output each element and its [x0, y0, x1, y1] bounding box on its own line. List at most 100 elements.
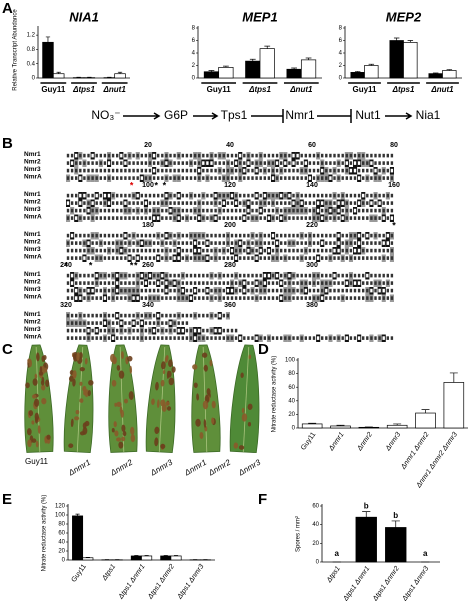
residue — [230, 216, 234, 220]
lesion — [40, 379, 45, 386]
residue — [280, 161, 283, 165]
residue — [152, 201, 156, 205]
x-tick-label: Δtps1 Δnmr1 — [342, 565, 372, 601]
residue — [193, 296, 197, 300]
residue — [140, 176, 143, 180]
residue — [243, 193, 246, 198]
residue — [214, 241, 217, 245]
lesion — [154, 426, 160, 435]
bar — [385, 527, 407, 563]
residue — [161, 153, 164, 158]
residue — [136, 193, 139, 198]
residue — [189, 281, 193, 285]
residue — [312, 241, 316, 245]
residue — [390, 256, 394, 260]
pathway-node: NO₃⁻ — [91, 108, 120, 122]
residue — [374, 336, 377, 340]
residue — [144, 273, 148, 278]
residue — [353, 248, 357, 253]
residue — [292, 168, 295, 173]
residue — [144, 161, 148, 165]
residue — [148, 233, 152, 238]
residue — [198, 168, 201, 173]
residue — [292, 281, 295, 285]
residue — [239, 336, 242, 340]
residue — [251, 288, 254, 293]
residue — [193, 281, 197, 285]
lesion — [167, 370, 172, 378]
residue — [243, 288, 246, 293]
y-tick-label: 0 — [62, 558, 66, 564]
residue — [189, 273, 193, 278]
row-name: Nmr1 — [24, 271, 41, 278]
residue — [275, 288, 279, 293]
residue — [148, 153, 152, 158]
residue — [337, 208, 340, 213]
residue — [382, 168, 385, 173]
panel-label: F — [258, 491, 267, 508]
residue — [107, 281, 111, 285]
residue — [161, 336, 164, 340]
row-name: Nmr1 — [24, 191, 41, 198]
residue — [189, 313, 193, 318]
lesion — [199, 431, 204, 439]
residue — [120, 233, 123, 238]
error-bar — [421, 409, 430, 414]
residue — [271, 216, 275, 220]
residue — [185, 248, 189, 253]
residue — [284, 248, 287, 253]
residue — [128, 201, 131, 205]
residue — [378, 168, 381, 173]
residue — [152, 328, 156, 333]
residue — [193, 313, 197, 318]
residue — [116, 296, 119, 300]
residue — [66, 288, 70, 293]
residue — [345, 281, 348, 285]
lesion — [156, 399, 160, 409]
residue — [374, 168, 377, 173]
residue — [239, 241, 242, 245]
residue — [222, 153, 225, 158]
lesion — [154, 437, 159, 447]
residue — [103, 256, 107, 260]
residue — [185, 201, 189, 205]
residue — [111, 201, 115, 205]
residue — [83, 176, 86, 180]
residue — [124, 336, 127, 340]
residue — [275, 161, 279, 165]
residue — [87, 328, 90, 333]
residue — [382, 201, 385, 205]
residue — [321, 216, 324, 220]
strain-label: Guy11 — [25, 457, 49, 466]
residue — [206, 296, 209, 300]
leaf — [63, 344, 94, 454]
residue — [206, 248, 209, 253]
residue — [214, 256, 217, 260]
residue — [198, 248, 201, 253]
residue — [357, 168, 361, 173]
residue — [75, 193, 78, 198]
residue — [353, 273, 357, 278]
y-tick-label: 60 — [58, 531, 65, 537]
residue — [243, 241, 246, 245]
residue — [353, 201, 357, 205]
residue — [234, 281, 238, 285]
residue — [202, 153, 205, 158]
residue — [103, 241, 107, 245]
residue — [198, 153, 201, 158]
residue — [181, 321, 184, 325]
residue — [374, 288, 377, 293]
residue — [222, 208, 225, 213]
residue — [181, 233, 184, 238]
residue — [218, 201, 221, 205]
residue — [390, 216, 394, 220]
arrow — [123, 112, 161, 120]
residue — [185, 313, 189, 318]
y-tick-label: 20 — [312, 541, 319, 547]
residue — [263, 241, 266, 245]
residue — [120, 208, 123, 213]
lesion — [75, 409, 80, 415]
residue — [247, 248, 250, 253]
residue — [128, 273, 131, 278]
residue — [390, 161, 394, 165]
